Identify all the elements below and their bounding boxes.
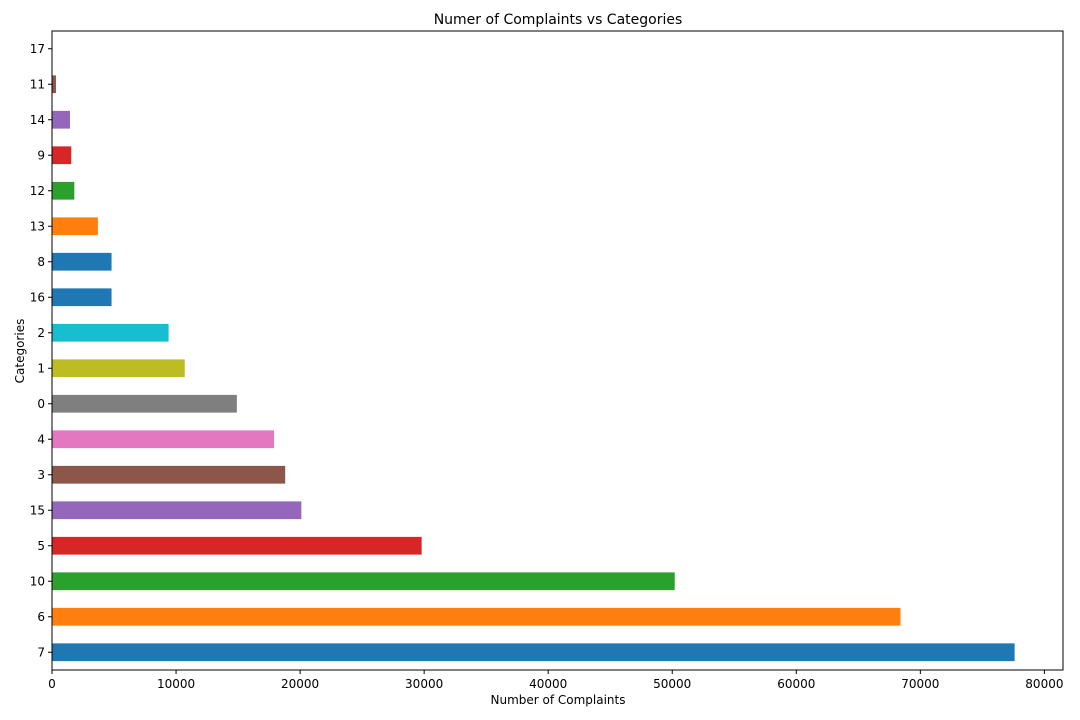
x-tick-label: 0 [48, 677, 56, 691]
y-axis-label: Categories [13, 319, 27, 384]
x-tick-label: 60000 [777, 677, 815, 691]
bar-category-3 [52, 465, 286, 484]
y-tick-label: 17 [30, 42, 45, 56]
bar-category-10 [52, 572, 675, 591]
bar-category-0 [52, 394, 237, 413]
y-tick-label: 6 [37, 610, 45, 624]
bar-category-6 [52, 607, 901, 626]
y-tick-label: 12 [30, 184, 45, 198]
bar-category-8 [52, 252, 112, 271]
x-tick-label: 30000 [405, 677, 443, 691]
y-tick-label: 15 [30, 503, 45, 517]
y-tick-label: 5 [37, 539, 45, 553]
x-axis-label: Number of Complaints [490, 693, 625, 707]
y-tick-label: 10 [30, 574, 45, 588]
bar-category-7 [52, 643, 1015, 662]
y-tick-label: 4 [37, 432, 45, 446]
bar-category-12 [52, 181, 75, 200]
bar-category-9 [52, 146, 72, 165]
bar-category-16 [52, 288, 112, 307]
bar-category-1 [52, 359, 185, 378]
y-tick-label: 1 [37, 361, 45, 375]
bar-category-14 [52, 110, 70, 129]
chart-title: Numer of Complaints vs Categories [434, 12, 683, 28]
y-tick-label: 7 [37, 645, 45, 659]
y-tick-label: 2 [37, 326, 45, 340]
x-tick-label: 20000 [281, 677, 319, 691]
bar-category-11 [52, 75, 56, 94]
bars-group [52, 39, 1015, 662]
y-tick-label: 14 [30, 113, 45, 127]
y-tick-label: 3 [37, 468, 45, 482]
y-tick-label: 13 [30, 219, 45, 233]
x-tick-label: 70000 [901, 677, 939, 691]
y-tick-label: 16 [30, 290, 45, 304]
bar-category-4 [52, 430, 275, 449]
bar-category-5 [52, 536, 422, 555]
y-tick-label: 9 [37, 148, 45, 162]
plot-frame [51, 30, 1064, 671]
y-tick-label: 0 [37, 397, 45, 411]
x-tick-label: 80000 [1025, 677, 1063, 691]
y-tick-label: 11 [30, 77, 45, 91]
x-tick-label: 40000 [529, 677, 567, 691]
x-tick-label: 50000 [653, 677, 691, 691]
bar-category-15 [52, 501, 302, 520]
x-tick-label: 10000 [157, 677, 195, 691]
bar-category-2 [52, 323, 169, 342]
bar-category-13 [52, 217, 98, 236]
x-axis-ticks: 0 10000 20000 30000 40000 50000 60000 70000 8000… [48, 670, 1063, 691]
y-tick-label: 8 [37, 255, 45, 269]
